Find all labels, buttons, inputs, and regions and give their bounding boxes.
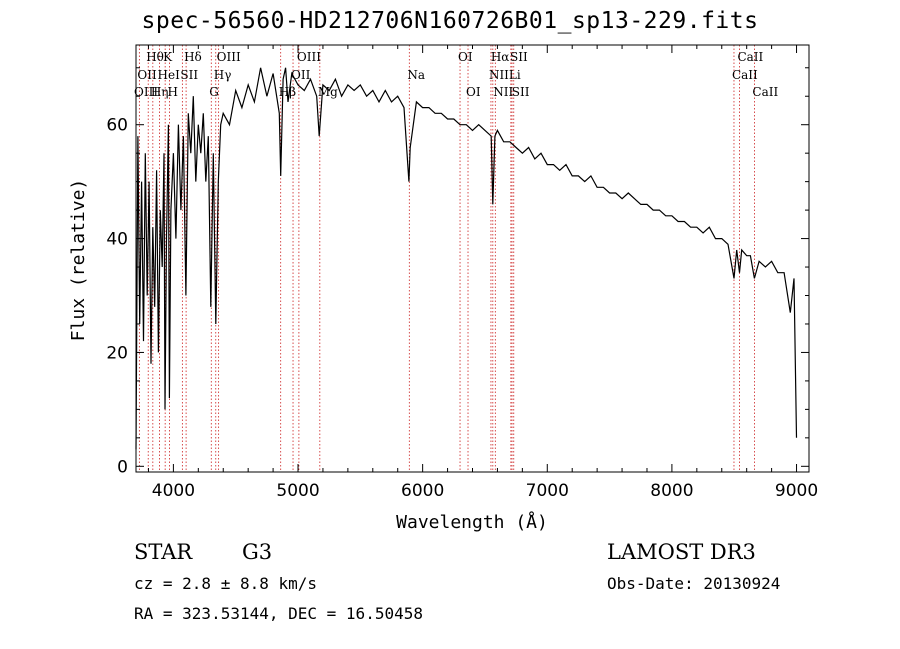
x-tick-label-4000: 4000: [152, 481, 195, 501]
spectrum-line: [135, 67, 798, 450]
y-tick-label-0: 0: [117, 457, 128, 477]
x-axis-ticks: 4000 5000 6000 7000 8000 9000: [147, 45, 818, 501]
line-marker-label-9: OII: [137, 68, 157, 82]
x-tick-label-9000: 9000: [775, 481, 818, 501]
y-axis-ticks: 0 20 40 60: [106, 67, 809, 477]
line-marker-label-27: CaII: [752, 85, 778, 99]
line-marker-label-23: Mg: [318, 85, 338, 99]
line-markers: [135, 45, 755, 472]
line-marker-label-19: Hη: [151, 85, 169, 99]
x-tick-label-8000: 8000: [650, 481, 693, 501]
line-marker-label-11: SII: [180, 68, 198, 82]
line-marker-label-12: Hγ: [214, 68, 232, 82]
line-marker-label-24: OI: [466, 85, 481, 99]
line-marker-label-8: CaII: [737, 50, 763, 64]
chart-title: spec-56560-HD212706N160726B01_sp13-229.f…: [141, 8, 759, 34]
line-marker-label-4: OIII: [297, 50, 321, 64]
line-marker-label-15: NII: [489, 68, 509, 82]
redshift-cz: cz = 2.8 ± 8.8 km/s: [134, 574, 318, 593]
x-tick-label-5000: 5000: [276, 481, 319, 501]
line-marker-label-16: Li: [509, 68, 521, 82]
line-marker-label-14: Na: [407, 68, 425, 82]
y-tick-label-60: 60: [106, 116, 128, 136]
y-tick-label-20: 20: [106, 343, 128, 363]
line-marker-label-13: OII: [291, 68, 311, 82]
line-marker-label-6: Hα: [491, 50, 510, 64]
line-marker-label-18: OIII: [134, 85, 158, 99]
subclass: G3: [242, 540, 273, 564]
y-axis-label: Flux (relative): [68, 179, 89, 342]
line-marker-label-25: NII: [493, 85, 513, 99]
x-tick-label-6000: 6000: [401, 481, 444, 501]
object-class: STAR: [134, 540, 193, 564]
line-marker-label-20: H: [168, 85, 178, 99]
line-marker-label-17: CaII: [732, 68, 758, 82]
x-axis-label: Wavelength (Å): [396, 511, 548, 533]
line-marker-label-0: Hθ: [146, 50, 164, 64]
line-marker-label-10: HeI: [158, 68, 181, 82]
line-marker-label-1: K: [163, 50, 173, 64]
plot-frame: [135, 44, 810, 473]
line-marker-label-21: G: [209, 85, 219, 99]
line-marker-label-2: Hδ: [184, 50, 202, 64]
coordinates: RA = 323.53144, DEC = 16.50458: [134, 604, 423, 623]
y-tick-label-40: 40: [106, 230, 128, 250]
x-tick-label-7000: 7000: [526, 481, 569, 501]
survey-name: LAMOST DR3: [607, 540, 756, 564]
line-marker-label-3: OIII: [217, 50, 241, 64]
line-marker-label-7: SII: [510, 50, 528, 64]
obs-date: Obs-Date: 20130924: [607, 574, 781, 593]
line-marker-label-26: SII: [512, 85, 530, 99]
line-marker-label-5: OI: [458, 50, 473, 64]
